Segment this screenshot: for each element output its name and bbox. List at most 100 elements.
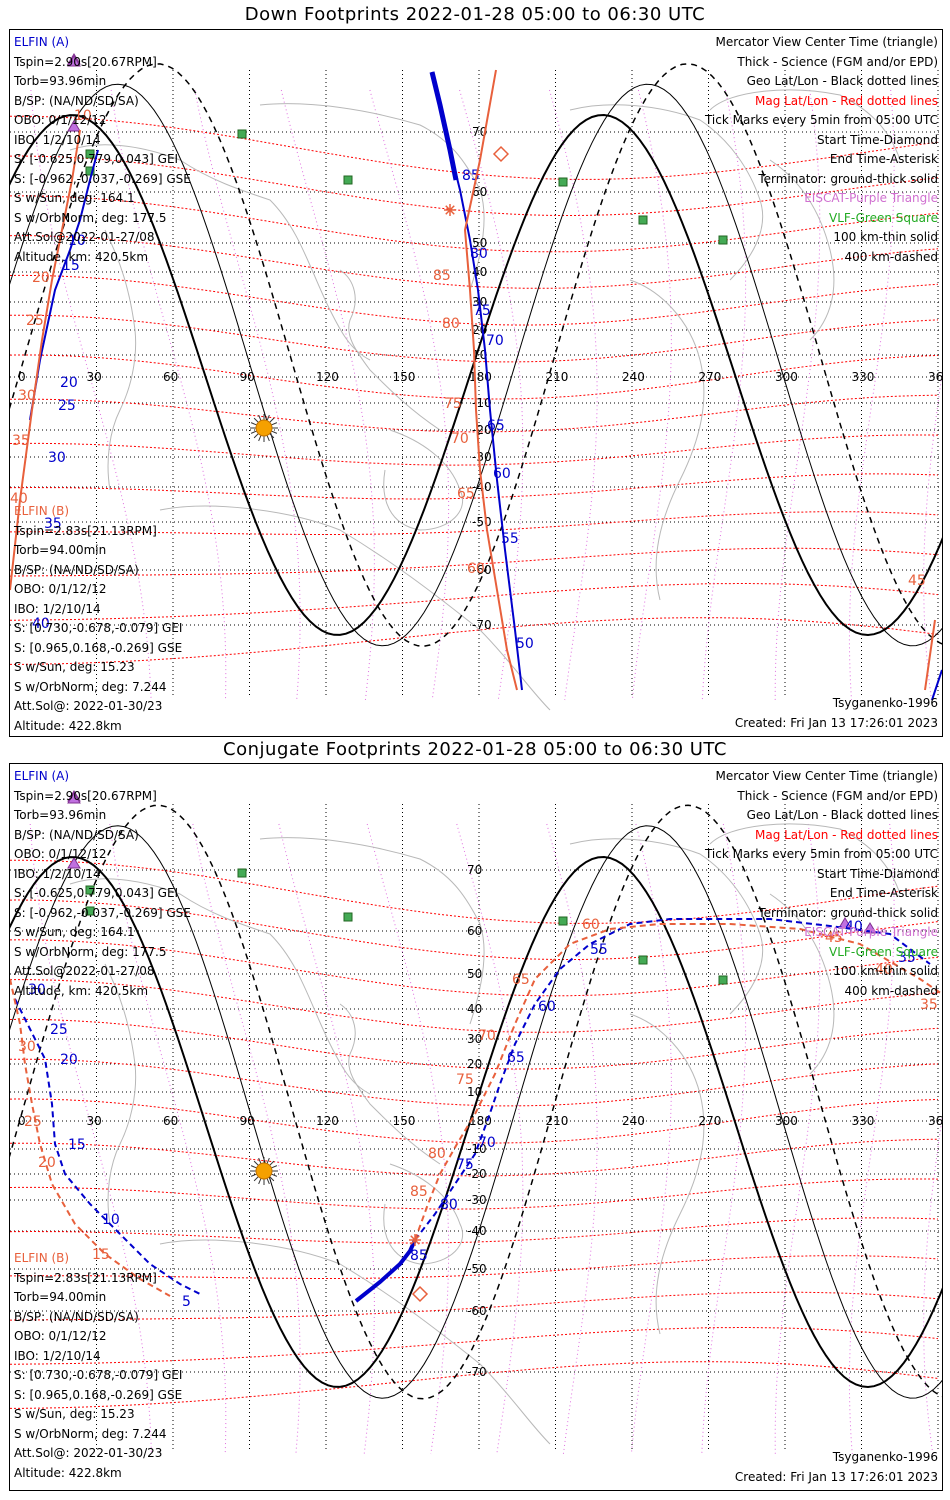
mag-latitude-line	[10, 511, 939, 535]
elfin-b-conj-track: 30 25 20 15	[10, 978, 171, 1297]
mag-latitude-line	[10, 1098, 939, 1144]
lon-tick-label: 180	[469, 1114, 492, 1128]
geo-grid	[10, 70, 942, 696]
lat-tick-label: -60	[467, 1304, 487, 1318]
legend-item: 400 km-dashed	[844, 249, 938, 264]
legend-item: Mercator View Center Time (triangle)	[715, 769, 938, 783]
info-line: S w/Sun, deg: 164.1	[14, 191, 135, 205]
lon-tick-label: 0	[18, 370, 26, 384]
lat-tick-label: 10	[467, 1085, 482, 1099]
coastline	[383, 429, 463, 531]
info-line: S: [-0.625,0.779,0.043] GEI	[14, 152, 179, 166]
mag-latitude-line	[10, 1361, 939, 1409]
info-line: Att.Sol@: 2022-01-30/23	[14, 699, 163, 713]
coastline	[629, 1013, 705, 1335]
map-panel-conjugate[interactable]: 0306090120150180210240270300330360102030…	[9, 763, 943, 1491]
lon-tick-label: 150	[393, 1114, 416, 1128]
legend-item: VLF-Green Square	[829, 210, 938, 225]
vlf-station-icon	[237, 129, 247, 139]
terminator-ground	[10, 855, 942, 1389]
track-tick-label: 40	[32, 616, 50, 632]
legend-item: VLF-Green Square	[829, 944, 938, 959]
track-tick-label: 20	[32, 270, 50, 286]
mag-meridian-line	[774, 823, 821, 1455]
sun-ray	[269, 1160, 275, 1166]
lat-tick-label: 70	[467, 863, 482, 877]
lon-tick-label: 60	[163, 1114, 178, 1128]
info-line: S: [0.965,0.168,-0.269] GSE	[14, 640, 183, 655]
map-canvas-down: 0306090120150180210240270300330360102030…	[10, 53, 942, 711]
lon-tick-label: 210	[546, 1114, 569, 1128]
track-tick-label: 70	[478, 1135, 496, 1151]
terminator-100km	[10, 83, 942, 647]
mag-latitude-line	[10, 115, 939, 180]
elfin-b-info: ELFIN (B) Tspin=2.83s[21.13RPM] Torb=94.…	[14, 1249, 182, 1483]
lat-tick-label: 60	[467, 924, 482, 938]
info-line: OBO: 0/1/12/12	[14, 582, 107, 596]
info-line: Tspin=2.90s[20.67RPM]	[14, 54, 157, 69]
mag-latitude-line	[10, 859, 939, 924]
elfin-a-info: ELFIN (A) Tspin=2.90s[20.67RPM] Torb=93.…	[14, 33, 191, 267]
lat-tick-label: -50	[472, 515, 492, 529]
legend-item: Geo Lat/Lon - Black dotted lines	[746, 808, 938, 822]
lat-tick-label: 40	[467, 1002, 482, 1016]
terminator	[10, 804, 942, 1400]
sun-ray	[250, 1173, 257, 1177]
info-line: S w/Sun, deg: 15.23	[14, 1407, 135, 1421]
info-line: S w/Sun, deg: 15.23	[14, 660, 135, 674]
track-tick-label: 25	[26, 313, 44, 329]
coastline	[104, 963, 137, 1225]
info-line: S: [-0.962,-0.037,-0.269] GSE	[14, 171, 191, 186]
sun-ray	[271, 1165, 278, 1169]
coastline	[709, 823, 901, 895]
legend-item: Mercator View Center Time (triangle)	[715, 35, 938, 49]
terminator-100km	[10, 825, 942, 1399]
mag-grid	[10, 823, 942, 1455]
coastline	[159, 505, 551, 711]
info-line: S w/OrbNorm, deg: 177.5	[14, 944, 167, 959]
info-line: S w/OrbNorm, deg: 177.5	[14, 210, 167, 225]
elfin-b-conj-track-2-line	[414, 923, 942, 1241]
coastline	[339, 1003, 441, 1165]
mag-latitude-line	[10, 235, 939, 289]
mag-latitude-line	[10, 1255, 939, 1279]
legend-item: Tick Marks every 5min from 05:00 UTC	[704, 847, 938, 861]
track-tick-label: 85	[433, 268, 451, 284]
lat-tick-label: -70	[472, 618, 492, 632]
track-tick-label: 85	[410, 1184, 428, 1200]
legend: Mercator View Center Time (triangle) Thi…	[705, 767, 938, 1001]
coastline	[629, 279, 705, 601]
lon-tick-label: 210	[546, 370, 569, 384]
track-tick-label: 45	[825, 930, 843, 946]
eiscat-triangle-icon	[67, 857, 81, 869]
lon-tick-label: 240	[622, 370, 645, 384]
lat-tick-label: 20	[467, 1057, 482, 1071]
elfin-b-info: ELFIN (B) Tspin=2.83s[21.13RPM] Torb=94.…	[14, 502, 182, 736]
info-line: S: [0.730,-0.678,-0.079] GEI	[14, 621, 183, 635]
vlf-station-icon	[237, 868, 247, 878]
sun-ray	[250, 422, 257, 426]
mag-meridian-line	[30, 89, 152, 701]
legend-item: 400 km-dashed	[844, 983, 938, 998]
legend-item: End Time-Asterisk	[829, 886, 938, 900]
info-line: Altitude, km: 420.5km	[14, 249, 149, 264]
track-tick-label: 45	[908, 573, 926, 589]
coastline	[769, 893, 835, 1075]
track-tick-label: 35	[12, 433, 30, 449]
mag-meridian-line	[192, 823, 301, 1455]
coastline	[709, 89, 901, 161]
mag-latitude-line	[10, 314, 939, 363]
coastline	[159, 1239, 551, 1445]
mag-latitude-line	[10, 617, 939, 665]
mag-meridian-line	[280, 89, 375, 701]
sun-icon	[250, 414, 278, 442]
coastline	[259, 837, 485, 1025]
map-panel-down[interactable]: 0306090120150180210240270300330360102030…	[9, 29, 943, 737]
vlf-station-icon	[85, 885, 95, 895]
track-tick-label: 80	[428, 1146, 446, 1162]
elfin-b-down-track-2-line	[463, 69, 518, 691]
lat-tick-label: -30	[472, 450, 492, 464]
lon-tick-label: 330	[852, 370, 875, 384]
track-tick-label: 25	[24, 1114, 42, 1130]
elfin-a-science-segment-line	[429, 71, 459, 181]
